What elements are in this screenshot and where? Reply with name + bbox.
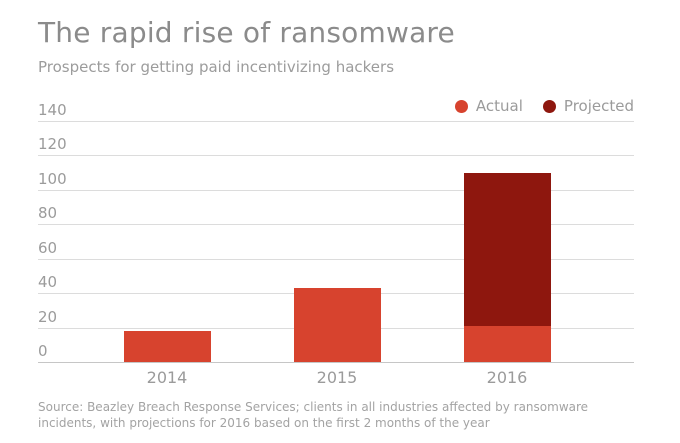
plot-area: 0 20 40 60 80 100 120 140 2014 2015 2016: [38, 102, 634, 387]
legend-actual-dot-icon: [454, 99, 468, 113]
y-tick-label-120: 120: [38, 135, 67, 154]
chart-subtitle: Prospects for getting paid incentivizing…: [38, 58, 395, 76]
source-line-2: incidents, with projections for 2016 bas…: [38, 416, 490, 430]
bar-2014-actual: [123, 331, 211, 362]
gridline-120: [38, 155, 634, 157]
gridline-0: [38, 362, 634, 363]
legend-projected-label: Projected: [563, 97, 634, 115]
y-tick-label-0: 0: [38, 342, 48, 360]
bar-2016-actual: [463, 325, 551, 362]
legend: Actual Projected: [445, 97, 634, 115]
gridline-80: [38, 224, 634, 226]
y-tick-label-140: 140: [38, 101, 67, 119]
x-axis-label-2015: 2015: [316, 368, 358, 387]
x-axis-label-2016: 2016: [486, 368, 528, 387]
y-tick-label-80: 80: [38, 204, 58, 223]
legend-actual-label: Actual: [475, 97, 523, 115]
y-tick-label-60: 60: [38, 238, 58, 257]
legend-item-actual: Actual: [454, 97, 523, 115]
chart-title: The rapid rise of ransomware: [38, 16, 455, 49]
legend-item-projected: Projected: [542, 97, 634, 115]
gridline-60: [38, 258, 634, 260]
bar-2016-projected: [463, 172, 551, 326]
y-tick-label-100: 100: [38, 169, 67, 188]
gridline-100: [38, 189, 634, 191]
x-axis-label-2014: 2014: [146, 368, 188, 387]
gridline-140: [38, 121, 634, 122]
source-line-1: Source: Beazley Breach Response Services…: [38, 400, 589, 414]
source-note: Source: Beazley Breach Response Services…: [38, 399, 588, 431]
y-tick-label-40: 40: [38, 273, 58, 292]
legend-projected-dot-icon: [542, 99, 556, 113]
bar-2015-actual: [293, 288, 381, 362]
y-tick-label-20: 20: [38, 307, 58, 326]
